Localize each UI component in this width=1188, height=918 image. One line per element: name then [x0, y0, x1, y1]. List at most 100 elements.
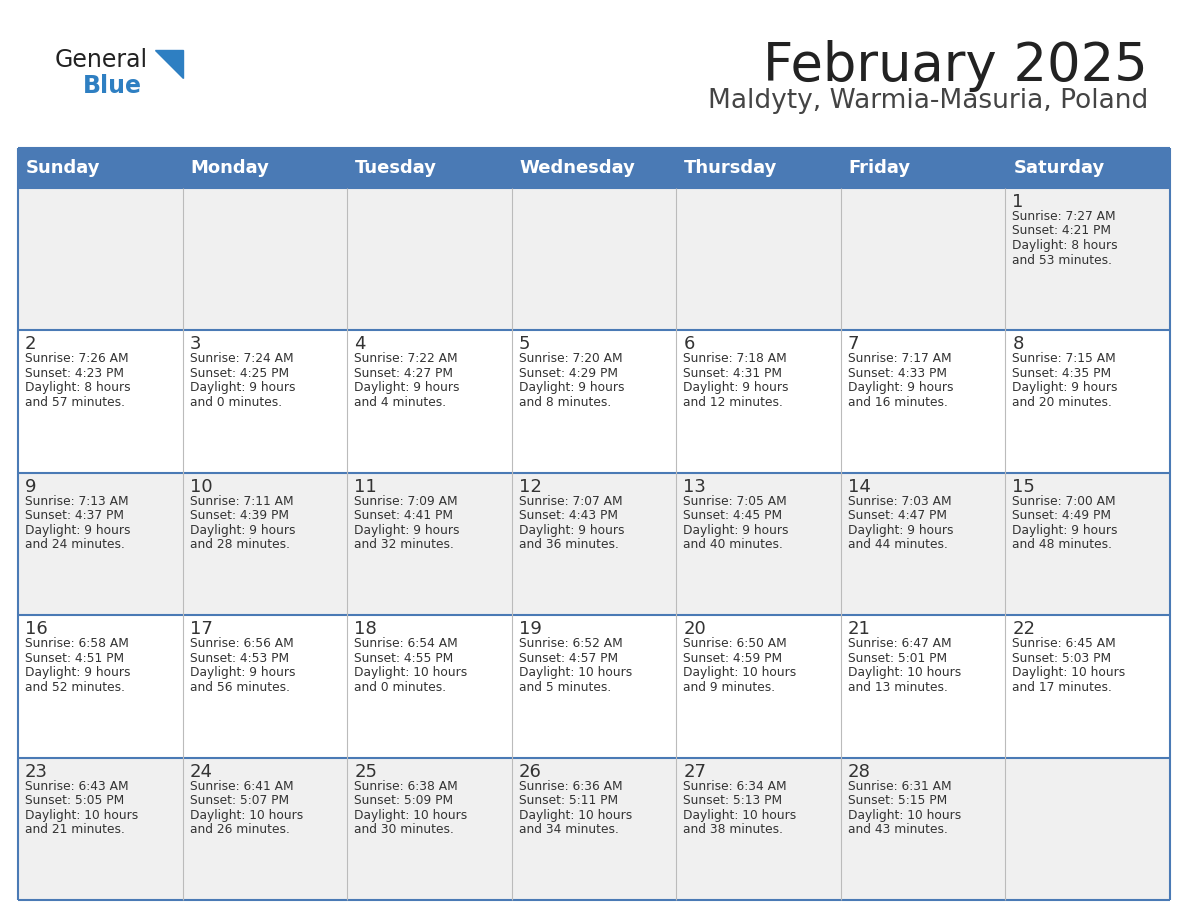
Bar: [347, 188, 512, 330]
Text: 5: 5: [519, 335, 530, 353]
Text: Daylight: 9 hours: Daylight: 9 hours: [683, 381, 789, 395]
Text: Daylight: 9 hours: Daylight: 9 hours: [190, 524, 295, 537]
Text: 21: 21: [848, 621, 871, 638]
Bar: [1005, 330, 1170, 473]
Bar: [183, 757, 347, 900]
Bar: [512, 615, 676, 757]
Text: Sunrise: 6:54 AM: Sunrise: 6:54 AM: [354, 637, 457, 650]
Text: Daylight: 8 hours: Daylight: 8 hours: [1012, 239, 1118, 252]
Bar: [841, 757, 1005, 900]
Text: Sunset: 4:47 PM: Sunset: 4:47 PM: [848, 509, 947, 522]
Text: Sunset: 4:39 PM: Sunset: 4:39 PM: [190, 509, 289, 522]
Bar: [1005, 473, 1170, 615]
Bar: [841, 615, 1005, 757]
Text: Sunrise: 7:09 AM: Sunrise: 7:09 AM: [354, 495, 457, 508]
Text: and 36 minutes.: and 36 minutes.: [519, 538, 619, 552]
Text: Daylight: 10 hours: Daylight: 10 hours: [683, 809, 796, 822]
Text: Blue: Blue: [83, 74, 143, 98]
Bar: [18, 148, 1170, 188]
Text: and 0 minutes.: and 0 minutes.: [190, 396, 282, 409]
Bar: [841, 188, 1005, 330]
Bar: [347, 757, 512, 900]
Text: Sunset: 4:35 PM: Sunset: 4:35 PM: [1012, 367, 1112, 380]
Text: Sunset: 4:27 PM: Sunset: 4:27 PM: [354, 367, 453, 380]
Text: 28: 28: [848, 763, 871, 780]
Text: and 0 minutes.: and 0 minutes.: [354, 681, 447, 694]
Text: Daylight: 9 hours: Daylight: 9 hours: [354, 524, 460, 537]
Text: Sunset: 4:29 PM: Sunset: 4:29 PM: [519, 367, 618, 380]
Text: Sunset: 5:13 PM: Sunset: 5:13 PM: [683, 794, 783, 807]
Text: Daylight: 10 hours: Daylight: 10 hours: [190, 809, 303, 822]
Bar: [676, 188, 841, 330]
Text: Sunset: 4:21 PM: Sunset: 4:21 PM: [1012, 225, 1112, 238]
Text: and 43 minutes.: and 43 minutes.: [848, 823, 948, 836]
Text: Sunrise: 6:38 AM: Sunrise: 6:38 AM: [354, 779, 457, 792]
Text: Sunset: 4:51 PM: Sunset: 4:51 PM: [25, 652, 124, 665]
Bar: [347, 473, 512, 615]
Text: Monday: Monday: [190, 159, 270, 177]
Text: Sunset: 5:05 PM: Sunset: 5:05 PM: [25, 794, 125, 807]
Bar: [841, 473, 1005, 615]
Bar: [512, 473, 676, 615]
Bar: [183, 330, 347, 473]
Text: and 57 minutes.: and 57 minutes.: [25, 396, 125, 409]
Text: Daylight: 9 hours: Daylight: 9 hours: [1012, 524, 1118, 537]
Text: Daylight: 9 hours: Daylight: 9 hours: [519, 524, 624, 537]
Text: and 32 minutes.: and 32 minutes.: [354, 538, 454, 552]
Text: Sunrise: 6:34 AM: Sunrise: 6:34 AM: [683, 779, 786, 792]
Text: and 28 minutes.: and 28 minutes.: [190, 538, 290, 552]
Bar: [18, 473, 183, 615]
Bar: [18, 757, 183, 900]
Text: Sunset: 4:45 PM: Sunset: 4:45 PM: [683, 509, 783, 522]
Bar: [841, 330, 1005, 473]
Text: Daylight: 10 hours: Daylight: 10 hours: [1012, 666, 1126, 679]
Text: Sunrise: 7:15 AM: Sunrise: 7:15 AM: [1012, 353, 1117, 365]
Bar: [512, 188, 676, 330]
Text: Sunset: 4:43 PM: Sunset: 4:43 PM: [519, 509, 618, 522]
Text: Sunrise: 6:52 AM: Sunrise: 6:52 AM: [519, 637, 623, 650]
Text: Sunday: Sunday: [26, 159, 101, 177]
Text: 2: 2: [25, 335, 37, 353]
Bar: [183, 615, 347, 757]
Text: Sunset: 4:23 PM: Sunset: 4:23 PM: [25, 367, 124, 380]
Text: Sunrise: 6:43 AM: Sunrise: 6:43 AM: [25, 779, 128, 792]
Text: Sunrise: 6:56 AM: Sunrise: 6:56 AM: [190, 637, 293, 650]
Text: Daylight: 9 hours: Daylight: 9 hours: [519, 381, 624, 395]
Text: 8: 8: [1012, 335, 1024, 353]
Text: 14: 14: [848, 477, 871, 496]
Text: Daylight: 10 hours: Daylight: 10 hours: [354, 666, 467, 679]
Text: and 40 minutes.: and 40 minutes.: [683, 538, 783, 552]
Text: Sunrise: 7:18 AM: Sunrise: 7:18 AM: [683, 353, 786, 365]
Text: Sunrise: 6:36 AM: Sunrise: 6:36 AM: [519, 779, 623, 792]
Text: 20: 20: [683, 621, 706, 638]
Text: and 34 minutes.: and 34 minutes.: [519, 823, 619, 836]
Text: Sunset: 4:33 PM: Sunset: 4:33 PM: [848, 367, 947, 380]
Text: and 20 minutes.: and 20 minutes.: [1012, 396, 1112, 409]
Bar: [347, 330, 512, 473]
Text: Sunrise: 6:50 AM: Sunrise: 6:50 AM: [683, 637, 786, 650]
Text: and 8 minutes.: and 8 minutes.: [519, 396, 611, 409]
Text: Sunrise: 7:24 AM: Sunrise: 7:24 AM: [190, 353, 293, 365]
Text: Daylight: 9 hours: Daylight: 9 hours: [1012, 381, 1118, 395]
Text: and 13 minutes.: and 13 minutes.: [848, 681, 948, 694]
Text: Sunrise: 7:00 AM: Sunrise: 7:00 AM: [1012, 495, 1116, 508]
Bar: [1005, 757, 1170, 900]
Text: Sunrise: 7:20 AM: Sunrise: 7:20 AM: [519, 353, 623, 365]
Text: 3: 3: [190, 335, 201, 353]
Text: Sunset: 4:53 PM: Sunset: 4:53 PM: [190, 652, 289, 665]
Text: and 12 minutes.: and 12 minutes.: [683, 396, 783, 409]
Text: 19: 19: [519, 621, 542, 638]
Text: 15: 15: [1012, 477, 1035, 496]
Bar: [183, 473, 347, 615]
Text: Sunset: 4:49 PM: Sunset: 4:49 PM: [1012, 509, 1112, 522]
Bar: [183, 188, 347, 330]
Text: Daylight: 10 hours: Daylight: 10 hours: [519, 666, 632, 679]
Text: Daylight: 9 hours: Daylight: 9 hours: [190, 381, 295, 395]
Text: Sunset: 5:01 PM: Sunset: 5:01 PM: [848, 652, 947, 665]
Text: Sunrise: 7:17 AM: Sunrise: 7:17 AM: [848, 353, 952, 365]
Text: and 52 minutes.: and 52 minutes.: [25, 681, 125, 694]
Text: Daylight: 9 hours: Daylight: 9 hours: [848, 524, 953, 537]
Bar: [676, 473, 841, 615]
Text: Thursday: Thursday: [684, 159, 778, 177]
Text: Saturday: Saturday: [1013, 159, 1105, 177]
